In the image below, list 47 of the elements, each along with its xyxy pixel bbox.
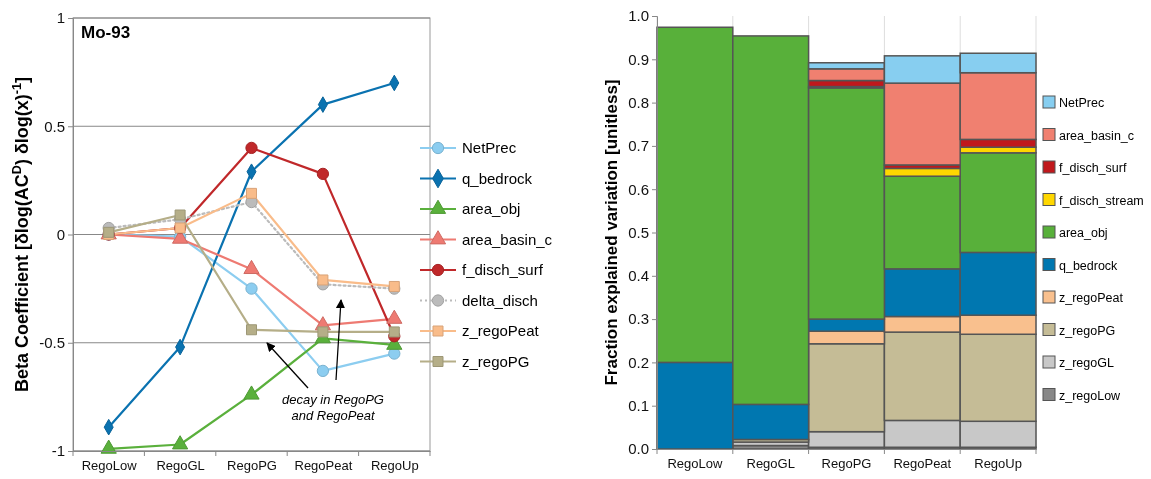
y-tick-label: 0.7 (628, 137, 649, 155)
legend-label: f_disch_stream (1059, 193, 1144, 208)
x-tick-label: RegoPeat (893, 456, 952, 472)
legend-label: delta_disch (462, 291, 538, 309)
y-tick-label: 0.8 (628, 93, 649, 111)
legend-label: f_disch_surf (462, 261, 544, 278)
x-tick-label: RegoUp (370, 458, 419, 474)
legend-label: z_regoGL (1059, 356, 1114, 370)
legend-label: area_basin_c (1059, 128, 1135, 143)
legend-label: z_regoPG (1059, 323, 1116, 338)
y-tick-label: 0.6 (628, 180, 649, 198)
x-tick-label: RegoGL (156, 458, 205, 474)
y-tick-label: 0.5 (628, 223, 649, 241)
y-tick-label: 0 (56, 225, 65, 243)
legend-label: NetPrec (1059, 96, 1105, 110)
legend-label: z_regoPG (462, 352, 530, 370)
y-tick-label: 0.5 (44, 117, 65, 135)
legend-label: z_regoLow (1059, 388, 1122, 403)
x-tick-label: RegoPG (821, 456, 872, 472)
y-tick-label: -0.5 (39, 334, 65, 352)
legend-label: q_bedrock (1059, 258, 1119, 273)
y-tick-label: 0.3 (628, 310, 649, 328)
y-tick-label: 0.0 (628, 440, 649, 458)
y-tick-label: 0.1 (628, 397, 649, 414)
legend-label: NetPrec (462, 139, 517, 156)
legend-label: area_obj (462, 200, 521, 217)
x-tick-label: RegoLow (667, 456, 723, 472)
y-tick-label: 0.4 (628, 267, 649, 285)
legend-label: area_basin_c (462, 230, 553, 248)
legend-label: q_bedrock (462, 169, 533, 187)
y-tick-label: -1 (51, 442, 65, 460)
x-tick-label: RegoPeat (294, 458, 353, 474)
x-tick-label: RegoLow (81, 458, 138, 474)
y-tick-label: 0.9 (628, 50, 649, 68)
chart-title: Mo-93 (81, 23, 131, 42)
x-tick-label: RegoPG (227, 458, 277, 474)
x-tick-label: RegoGL (746, 456, 795, 472)
legend-label: area_obj (1059, 226, 1108, 240)
legend-label: z_regoPeat (462, 322, 540, 339)
legend-label: z_regoPeat (1059, 291, 1124, 305)
y-tick-label: 1 (56, 9, 65, 27)
legend-label: f_disch_surf (1059, 161, 1127, 175)
annotation: decay in RegoPG and RegoPeat (282, 392, 384, 423)
y-tick-label: 1.0 (628, 7, 649, 25)
x-tick-label: RegoUp (974, 456, 1022, 472)
y-axis-title: Fraction explained variation [unitless] (602, 79, 621, 386)
y-tick-label: 0.2 (628, 353, 649, 371)
